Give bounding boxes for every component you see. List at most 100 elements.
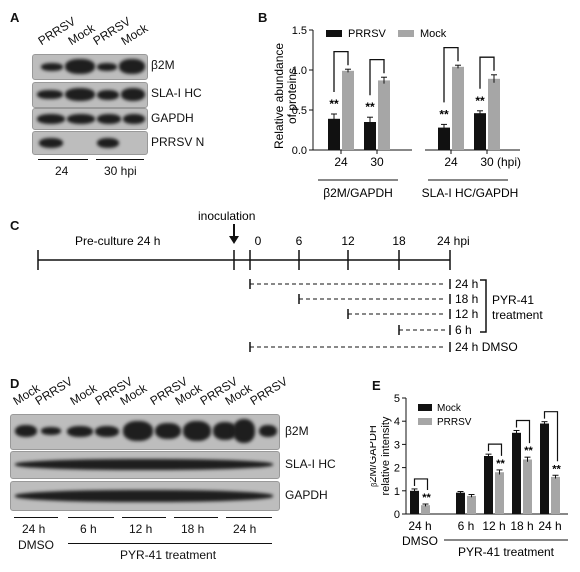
panel-d-row-gapdh: GAPDH <box>285 488 328 502</box>
chart-e-bar-mock-1 <box>456 492 465 514</box>
panel-a-row-b2m: β2M <box>151 58 175 72</box>
panel-b-label: B <box>258 10 268 25</box>
chart-e-bars <box>410 421 560 514</box>
chart-e-ylabel-2: relative intensity <box>380 416 392 495</box>
panel-c-tick-label-12: 12 <box>341 234 355 248</box>
panel-d-treatment: PYR-41 treatment <box>120 548 217 562</box>
chart-b-ytick-label-3: 1.5 <box>292 25 307 37</box>
panel-a-time-30: 30 hpi <box>104 164 137 178</box>
chart-e-bar-prrsv-2 <box>495 472 504 514</box>
panel-c-diagram: inoculation Pre-culture 24 h 0 6 12 18 2… <box>37 209 543 354</box>
chart-e-bar-mock-4 <box>540 423 549 514</box>
chart-e-xtick-label-0: 24 h <box>408 519 431 533</box>
panel-a-blot-prrsvn <box>32 131 148 155</box>
panel-c-treatment-lines <box>250 283 446 348</box>
panel-d-blot-slahc <box>10 451 280 479</box>
panel-d-blot-b2m <box>10 414 280 450</box>
chart-e-bracket-3 <box>515 419 531 444</box>
panel-c-treatment-ends <box>249 279 451 352</box>
chart-e-bar-mock-2 <box>484 456 493 514</box>
chart-b-ytick-label-2: 1.0 <box>292 65 307 77</box>
chart-b-bars <box>328 64 500 150</box>
panel-d-treatment-line <box>68 543 272 544</box>
panel-d-row-b2m: β2M <box>285 424 309 438</box>
panel-c-pyr-2: treatment <box>492 308 543 322</box>
panel-c-dmso: 24 h DMSO <box>455 340 518 354</box>
panel-c-tick-label-0: 0 <box>255 234 262 248</box>
chart-e-bar-prrsv-0 <box>421 505 430 514</box>
chart-b-legend-label-2: Mock <box>420 28 447 40</box>
chart-e-ytick-label-4: 4 <box>394 416 400 428</box>
chart-b-sig-1: ** <box>365 100 375 114</box>
panel-c-bracket <box>480 279 487 333</box>
panel-d-group-line-3 <box>122 517 166 518</box>
panel-a-time-line-1 <box>38 159 88 160</box>
panel-d-dmso: DMSO <box>18 538 54 552</box>
chart-e-sig-2: ** <box>496 458 505 470</box>
chart-b-bar-prrsv-3 <box>474 113 486 150</box>
chart-b-xtick-label-2: 24 <box>444 155 458 169</box>
chart-e-xtick-label-2: 12 h <box>482 519 505 533</box>
chart-e-sig-0: ** <box>422 492 431 504</box>
panel-a-row-gapdh: GAPDH <box>151 111 194 125</box>
chart-b-xunit: (hpi) <box>497 155 521 169</box>
chart-e-group-treatment: PYR-41 treatment <box>458 545 555 559</box>
panel-e-label: E <box>372 378 381 393</box>
panel-c-tick-label-18: 18 <box>392 234 406 248</box>
chart-e-ticks: 0 1 2 3 4 5 <box>394 393 406 521</box>
panel-d-row-slahc: SLA-I HC <box>285 457 336 471</box>
chart-b-bar-prrsv-0 <box>328 118 340 150</box>
chart-e-bar-mock-0 <box>410 490 419 514</box>
panel-d-lane-10: PRRSV <box>247 374 291 408</box>
chart-b-bracket-2 <box>443 46 459 103</box>
chart-e-ylabel-1: ᵦ2M/GAPDH <box>370 425 379 487</box>
panel-d-group-1: 24 h <box>22 522 46 536</box>
chart-e-ytick-label-1: 1 <box>394 486 400 498</box>
chart-e-bar-mock-3 <box>512 432 521 514</box>
chart-b-bracket-1 <box>369 58 385 96</box>
chart-e-sig-4: ** <box>552 463 561 475</box>
chart-e-bracket-4 <box>543 411 559 462</box>
chart-b: 0.0 0.5 1.0 1.5 ** 24 ** 30 ** 24 ** 30 Relative a… <box>272 25 521 200</box>
chart-b-group-1: β2M/GAPDH <box>323 186 393 200</box>
chart-b-ytick-label-0: 0.0 <box>292 145 307 157</box>
panel-c-treat-18: 18 h <box>455 292 478 306</box>
panel-d-label: D <box>10 376 20 391</box>
chart-e-legend-label-2: PRRSV <box>437 417 472 428</box>
panel-c-arrow-head <box>229 236 239 244</box>
panel-a-blot-b2m <box>32 54 148 80</box>
panel-c-tick-label-24: 24 hpi <box>437 234 470 248</box>
panel-d-group-line-2 <box>68 517 114 518</box>
panel-a-blot-slahc <box>32 82 148 108</box>
panel-d-group-line-1 <box>14 517 58 518</box>
chart-b-xtick-label-3: 30 <box>480 155 494 169</box>
chart-e-ytick-label-3: 3 <box>394 439 400 451</box>
chart-b-sig-3: ** <box>475 94 485 108</box>
panel-d-group-line-4 <box>174 517 218 518</box>
chart-e-sig-3: ** <box>524 445 533 457</box>
panel-c-treat-24: 24 h <box>455 277 478 291</box>
chart-e-ytick-label-0: 0 <box>394 509 400 521</box>
chart-b-ticks: 0.0 0.5 1.0 1.5 <box>292 25 313 157</box>
chart-b-group-2: SLA-I HC/GAPDH <box>422 186 519 200</box>
panel-d-group-2: 6 h <box>80 522 97 536</box>
panel-a-blot-gapdh <box>32 108 148 130</box>
chart-e-ytick-label-5: 5 <box>394 393 400 405</box>
chart-b-ytick-label-1: 0.5 <box>292 105 307 117</box>
chart-e-bracket-0 <box>413 478 429 491</box>
chart-b-bar-mock-0 <box>342 70 354 150</box>
chart-e-xtick-label-1: 6 h <box>458 519 475 533</box>
chart-b-bar-mock-2 <box>452 66 464 150</box>
chart-e-legend-label-1: Mock <box>437 403 462 414</box>
panel-d-group-3: 12 h <box>129 522 153 536</box>
chart-e-legend-swatch-2 <box>418 418 432 425</box>
panel-d-group-line-5 <box>226 517 272 518</box>
panel-d-blot-gapdh <box>10 481 280 511</box>
panel-c-treat-6: 6 h <box>455 323 472 337</box>
chart-b-xtick-label-0: 24 <box>334 155 348 169</box>
chart-b-bar-mock-1 <box>378 80 390 150</box>
chart-b-xtick-label-1: 30 <box>370 155 384 169</box>
chart-b-sig-0: ** <box>329 97 339 111</box>
panel-a-row-prrsvn: PRRSV N <box>151 135 205 149</box>
panel-a-row-slahc: SLA-I HC <box>151 86 202 100</box>
